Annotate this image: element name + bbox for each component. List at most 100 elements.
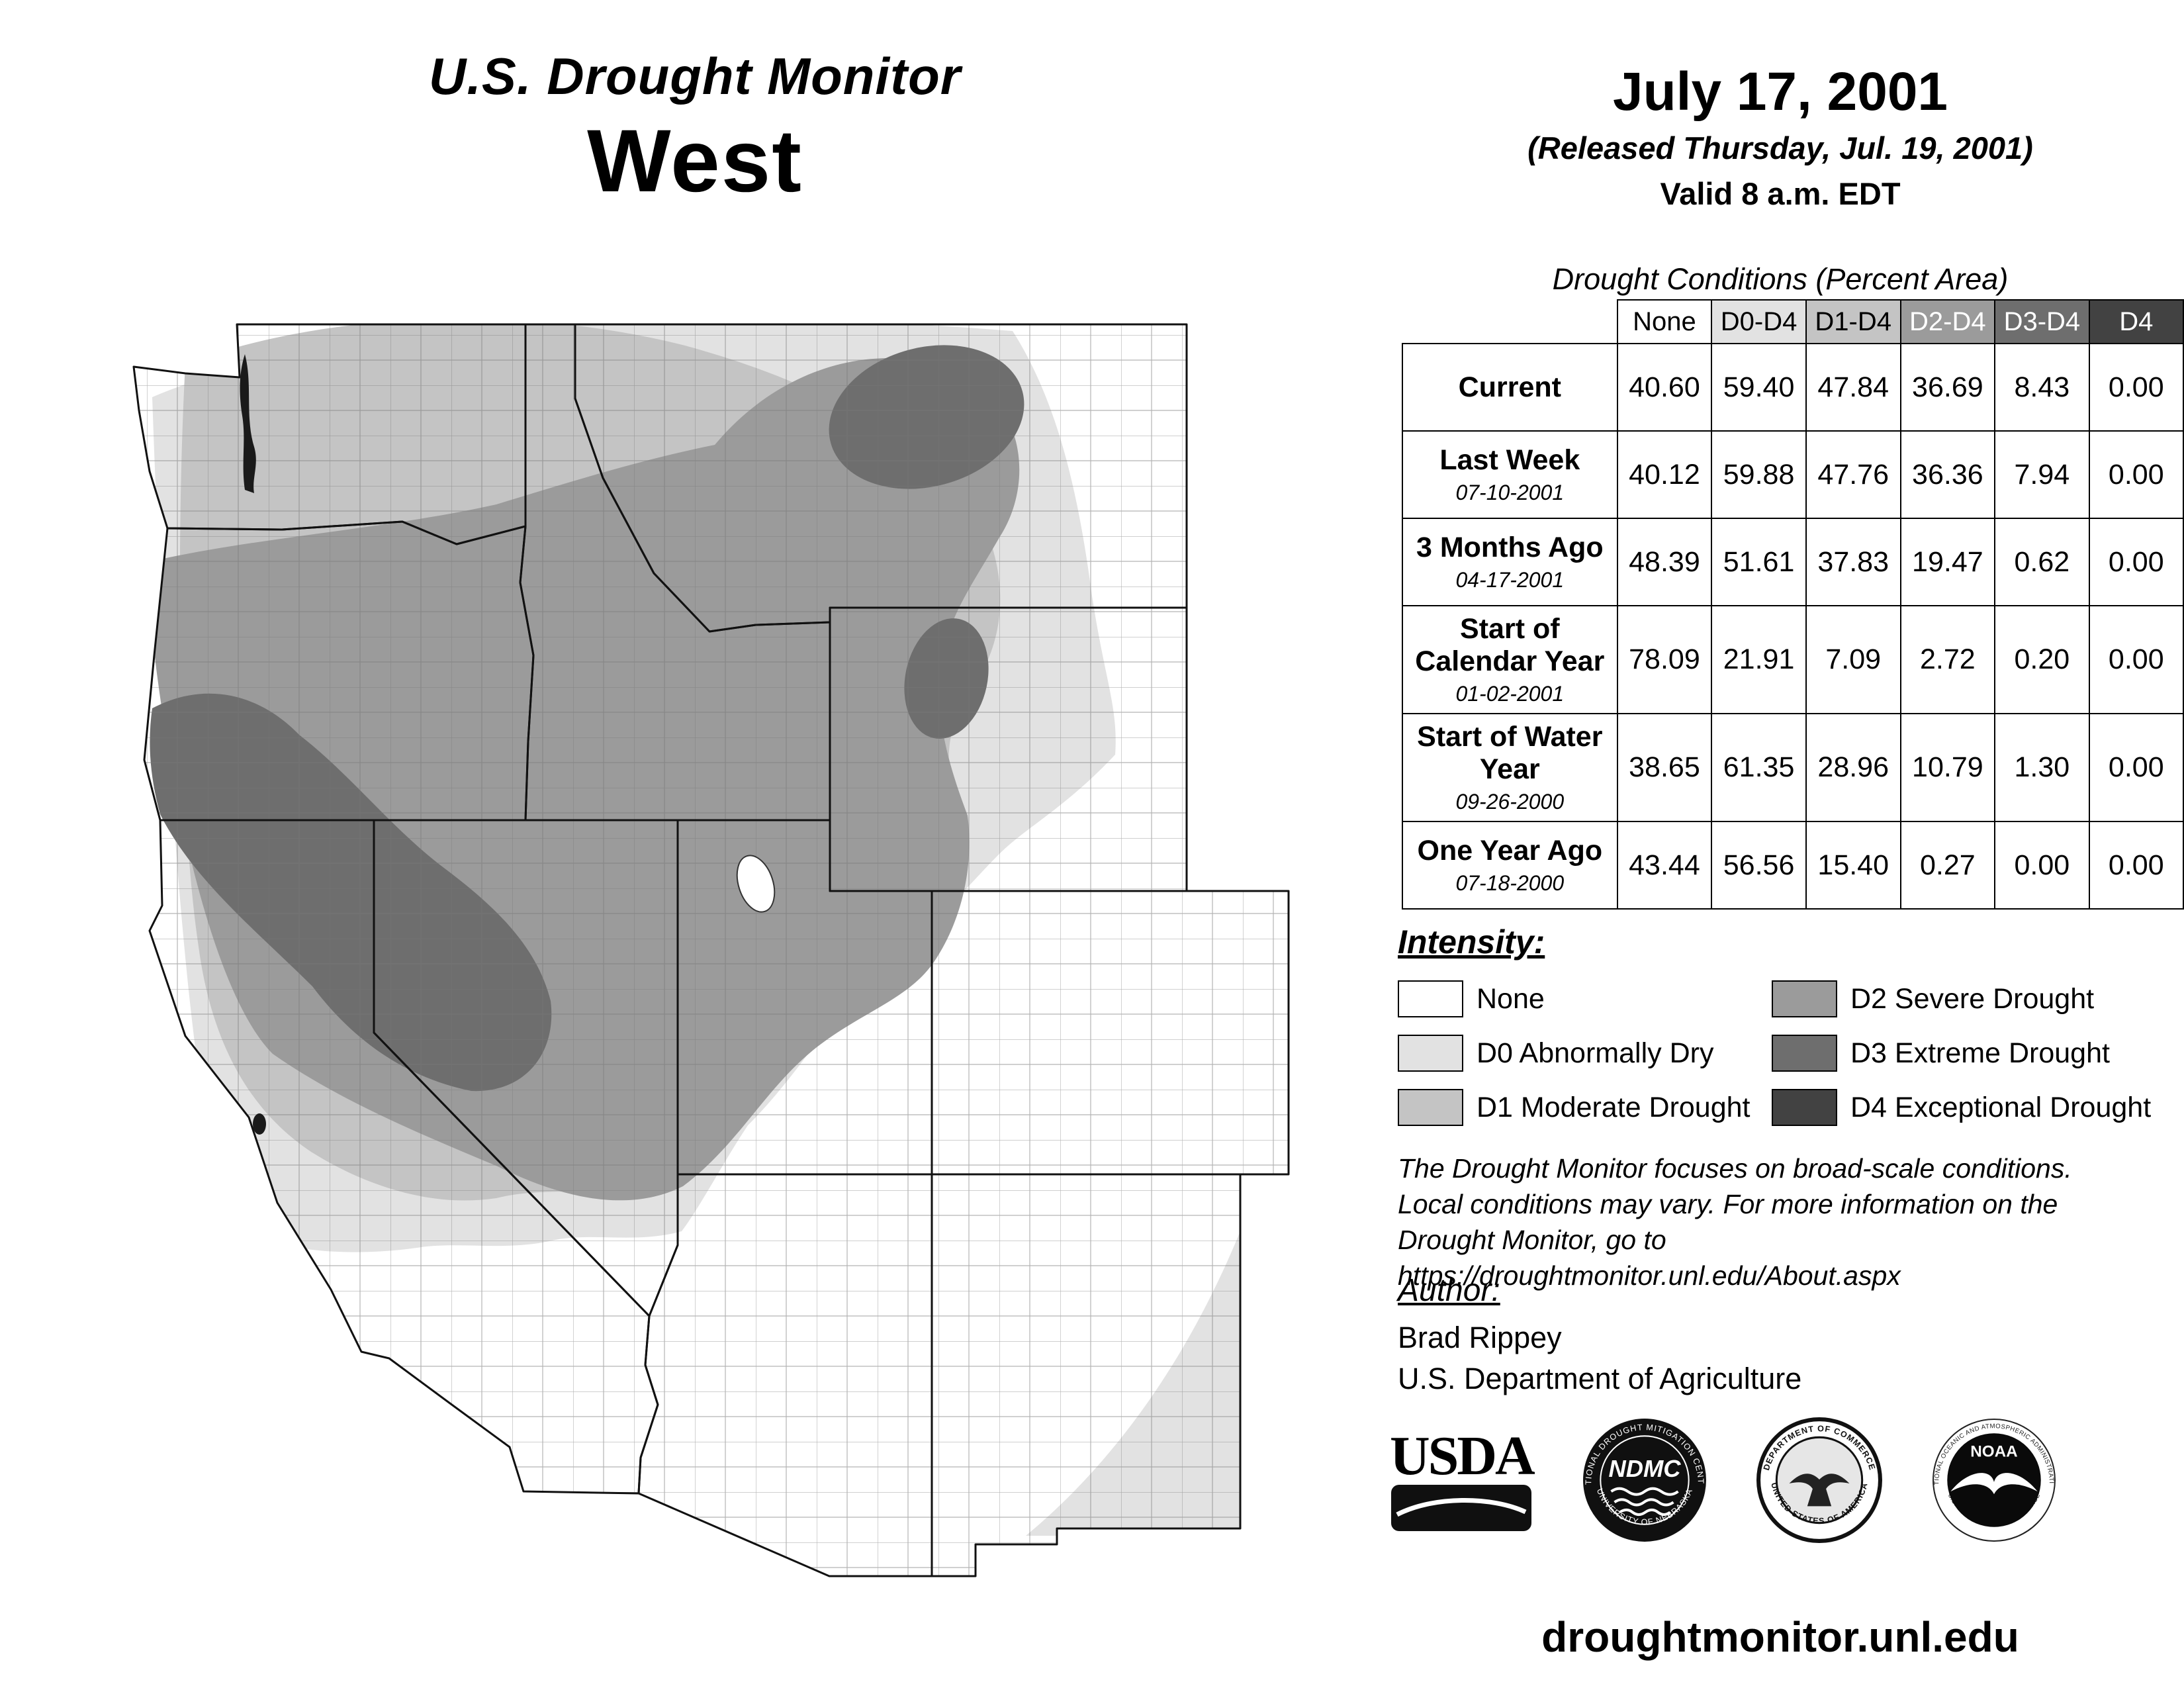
legend-swatch-d3 bbox=[1772, 1035, 1837, 1072]
cell-value: 10.79 bbox=[1899, 713, 1996, 822]
region-title: West bbox=[587, 112, 803, 211]
drought-map-svg bbox=[132, 323, 1290, 1577]
column-header-d3-d4: D3-D4 bbox=[1994, 299, 2090, 344]
legend-swatch-d4 bbox=[1772, 1089, 1837, 1126]
report-title: U.S. Drought Monitor bbox=[428, 47, 962, 105]
cell-value: 0.00 bbox=[2088, 605, 2184, 714]
cell-value: 0.00 bbox=[2088, 713, 2184, 822]
west-region-map bbox=[86, 285, 1330, 1609]
cell-value: 0.00 bbox=[2088, 518, 2184, 606]
noaa-logo: NATIONAL OCEANIC AND ATMOSPHERIC ADMINIS… bbox=[1931, 1417, 2056, 1542]
legend-item-d2: D2 Severe Drought bbox=[1772, 972, 2165, 1026]
author-block: Author: Brad Rippey U.S. Department of A… bbox=[1398, 1272, 1801, 1396]
table-title: Drought Conditions (Percent Area) bbox=[1552, 262, 2009, 296]
cell-value: 36.69 bbox=[1899, 343, 1996, 432]
cell-value: 0.20 bbox=[1994, 605, 2090, 714]
cell-value: 37.83 bbox=[1805, 518, 1901, 606]
table-row-start-water-year: Start of Water Year 09-26-2000 38.65 61.3… bbox=[1402, 713, 2184, 822]
intensity-legend-title: Intensity: bbox=[1398, 923, 1545, 961]
legend-item-none: None bbox=[1398, 972, 1772, 1026]
state-montana bbox=[574, 323, 1188, 633]
cell-value: 78.09 bbox=[1616, 605, 1713, 714]
author-organization: U.S. Department of Agriculture bbox=[1398, 1362, 1802, 1395]
cell-value: 47.76 bbox=[1805, 430, 1901, 519]
title-block: U.S. Drought Monitor West bbox=[199, 46, 1191, 212]
cell-value: 0.62 bbox=[1994, 518, 2090, 606]
row-label: Start of Calendar Year 01-02-2001 bbox=[1402, 605, 1618, 714]
cell-value: 40.60 bbox=[1616, 343, 1713, 432]
cell-value: 59.88 bbox=[1711, 430, 1807, 519]
cell-value: 1.30 bbox=[1994, 713, 2090, 822]
cell-value: 7.09 bbox=[1805, 605, 1901, 714]
legend-swatch-d0 bbox=[1398, 1035, 1463, 1072]
puget-sound-water bbox=[240, 354, 256, 493]
san-francisco-bay-water bbox=[253, 1113, 266, 1135]
cell-value: 8.43 bbox=[1994, 343, 2090, 432]
cell-value: 2.72 bbox=[1899, 605, 1996, 714]
usda-logo: USDA bbox=[1390, 1425, 1535, 1532]
table-row-3-months-ago: 3 Months Ago 04-17-2001 48.39 51.61 37.83… bbox=[1402, 518, 2184, 606]
cell-value: 47.84 bbox=[1805, 343, 1901, 432]
cell-value: 43.44 bbox=[1616, 821, 1713, 910]
county-boundaries bbox=[134, 324, 1289, 1576]
eagle-icon bbox=[1789, 1474, 1850, 1507]
intensity-legend: None D0 Abnormally Dry D1 Moderate Droug… bbox=[1398, 972, 2165, 1135]
row-label: 3 Months Ago 04-17-2001 bbox=[1402, 518, 1618, 606]
state-colorado bbox=[931, 890, 1290, 1176]
table-row-last-week: Last Week 07-10-2001 40.12 59.88 47.76 36… bbox=[1402, 430, 2184, 519]
table-row-one-year-ago: One Year Ago 07-18-2000 43.44 56.56 15.40… bbox=[1402, 821, 2184, 910]
noaa-wordmark: NOAA bbox=[1970, 1443, 2017, 1461]
cell-value: 19.47 bbox=[1899, 518, 1996, 606]
cell-value: 15.40 bbox=[1805, 821, 1901, 910]
legend-item-d3: D3 Extreme Drought bbox=[1772, 1026, 2165, 1080]
usda-wordmark: USDA bbox=[1390, 1425, 1535, 1487]
ndmc-wave-icon bbox=[1610, 1487, 1679, 1496]
droughtmonitor-link[interactable]: droughtmonitor.unl.edu bbox=[1541, 1613, 2019, 1661]
footer-url[interactable]: droughtmonitor.unl.edu bbox=[1396, 1613, 2164, 1662]
date-block: July 17, 2001 (Released Thursday, Jul. 1… bbox=[1403, 61, 2158, 212]
author-name: Brad Rippey bbox=[1398, 1321, 1562, 1354]
legend-item-d0: D0 Abnormally Dry bbox=[1398, 1026, 1772, 1080]
disclaimer-text: The Drought Monitor focuses on broad-sca… bbox=[1398, 1153, 2072, 1291]
legend-item-d1: D1 Moderate Drought bbox=[1398, 1080, 1772, 1135]
cell-value: 59.40 bbox=[1711, 343, 1807, 432]
state-borders bbox=[132, 323, 1290, 1577]
legend-swatch-none bbox=[1398, 980, 1463, 1017]
cell-value: 40.12 bbox=[1616, 430, 1713, 519]
cell-value: 7.94 bbox=[1994, 430, 2090, 519]
cell-value: 0.00 bbox=[1994, 821, 2090, 910]
agency-logos: USDA NATIONAL DROUGHT MITIGATION CENTER … bbox=[1390, 1417, 2171, 1544]
cell-value: 48.39 bbox=[1616, 518, 1713, 606]
cell-value: 36.36 bbox=[1899, 430, 1996, 519]
table-header-row: None D0-D4 D1-D4 D2-D4 D3-D4 D4 bbox=[1402, 299, 2184, 344]
table-row-current: Current 40.60 59.40 47.84 36.69 8.43 0.0… bbox=[1402, 343, 2184, 432]
table-corner-cell bbox=[1402, 300, 1617, 344]
row-label: Current bbox=[1402, 343, 1618, 432]
author-heading: Author: bbox=[1398, 1273, 1500, 1308]
cell-value: 0.00 bbox=[2088, 430, 2184, 519]
row-label: One Year Ago 07-18-2000 bbox=[1402, 821, 1618, 910]
ndmc-wordmark: NDMC bbox=[1608, 1455, 1681, 1482]
great-salt-lake bbox=[736, 855, 776, 913]
column-header-d2-d4: D2-D4 bbox=[1899, 299, 1996, 344]
cell-value: 51.61 bbox=[1711, 518, 1807, 606]
cell-value: 28.96 bbox=[1805, 713, 1901, 822]
legend-item-d4: D4 Exceptional Drought bbox=[1772, 1080, 2165, 1135]
valid-time: Valid 8 a.m. EDT bbox=[1660, 176, 1901, 211]
ndmc-logo: NATIONAL DROUGHT MITIGATION CENTER UNIVE… bbox=[1581, 1417, 1706, 1542]
legend-swatch-d2 bbox=[1772, 980, 1837, 1017]
commerce-seal: DEPARTMENT OF COMMERCE UNITED STATES OF … bbox=[1756, 1417, 1882, 1543]
drought-shading-layers bbox=[134, 324, 1289, 1576]
column-header-none: None bbox=[1616, 299, 1713, 344]
ndmc-wave-icon bbox=[1619, 1508, 1671, 1517]
column-header-d1-d4: D1-D4 bbox=[1805, 299, 1901, 344]
cell-value: 61.35 bbox=[1711, 713, 1807, 822]
cell-value: 38.65 bbox=[1616, 713, 1713, 822]
map-date: July 17, 2001 bbox=[1612, 62, 1948, 122]
legend-swatch-d1 bbox=[1398, 1089, 1463, 1126]
state-new-mexico bbox=[931, 1173, 1242, 1577]
cell-value: 0.00 bbox=[2088, 343, 2184, 432]
cell-value: 0.27 bbox=[1899, 821, 1996, 910]
cell-value: 21.91 bbox=[1711, 605, 1807, 714]
ndmc-wave-icon bbox=[1614, 1498, 1674, 1507]
